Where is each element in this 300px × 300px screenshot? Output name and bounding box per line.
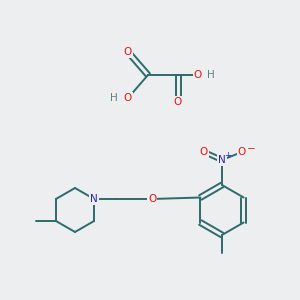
Text: O: O [238,147,246,157]
Text: N: N [90,194,98,204]
Text: N: N [218,155,226,165]
Text: +: + [224,151,231,160]
Text: O: O [124,93,132,103]
Text: O: O [148,194,156,204]
Text: O: O [174,97,182,107]
Text: −: − [247,144,255,154]
Text: O: O [194,70,202,80]
Text: H: H [110,93,118,103]
Text: O: O [200,147,208,157]
Text: O: O [124,47,132,57]
Text: H: H [207,70,215,80]
